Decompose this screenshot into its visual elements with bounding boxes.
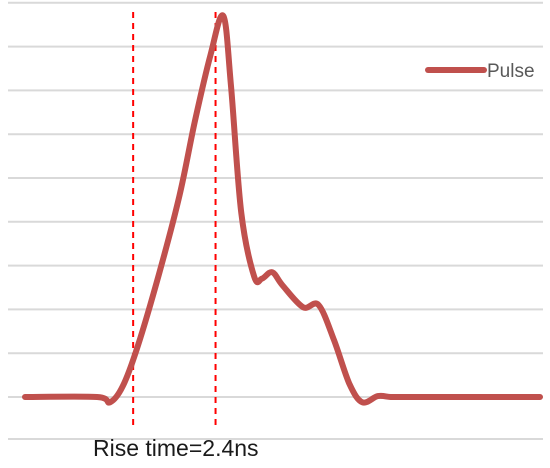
gridlines (8, 1, 543, 440)
legend-label: Pulse (487, 61, 535, 82)
rise-time-markers (132, 12, 217, 430)
rise-time-annotation: Rise time=2.4ns (93, 435, 259, 461)
series-line-pulse (22, 12, 543, 406)
legend: Pulse (425, 61, 535, 82)
series-layer (22, 12, 543, 406)
